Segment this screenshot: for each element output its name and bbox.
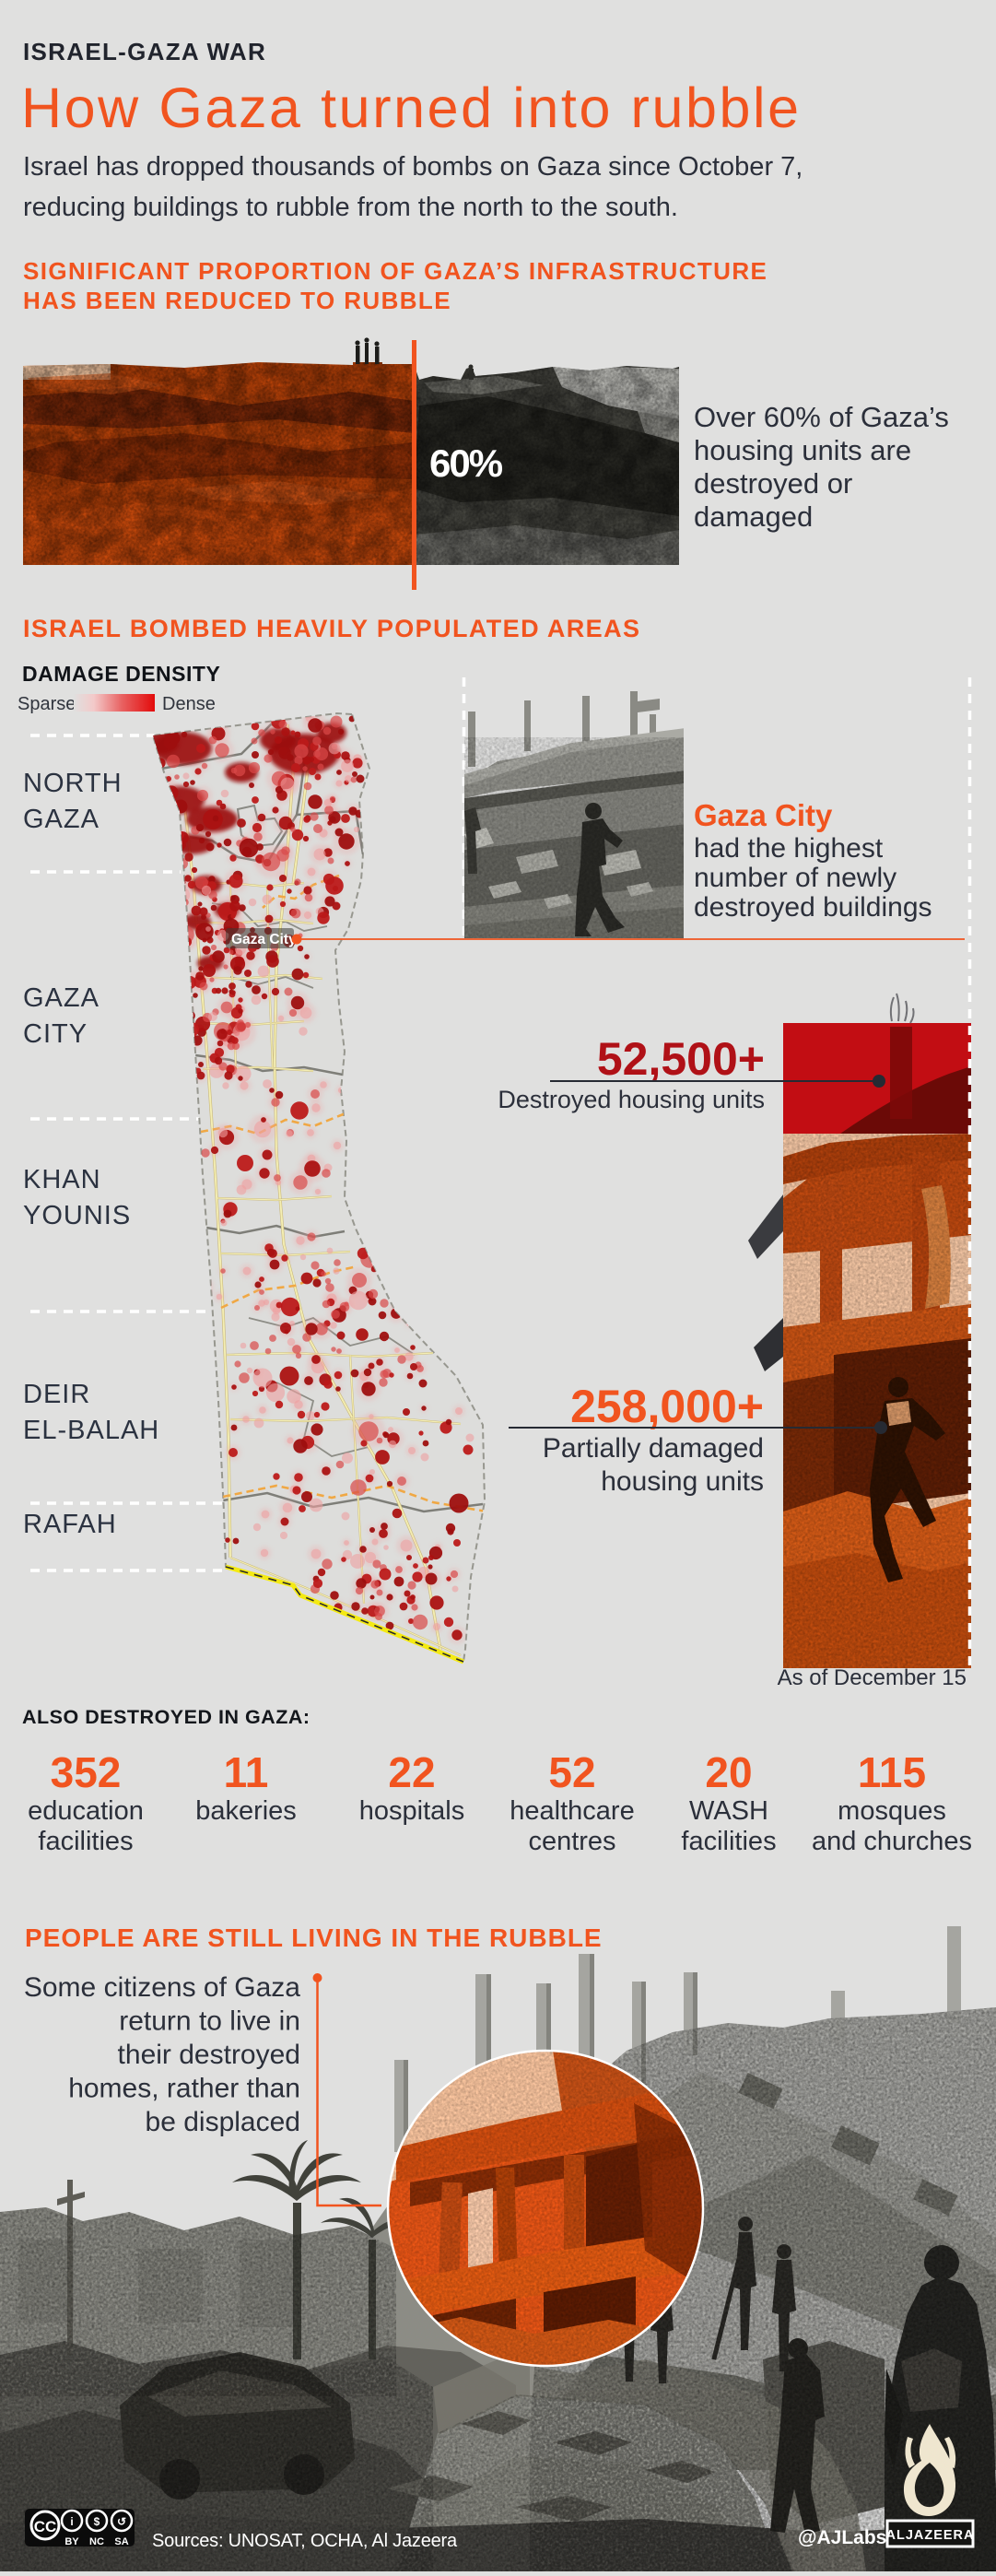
svg-text:housing units: housing units [601,1466,764,1497]
svg-text:destroyed buildings: destroyed buildings [694,892,932,923]
svg-text:mosques: mosques [838,1796,946,1826]
svg-text:20: 20 [705,1748,752,1796]
svg-text:RAFAH: RAFAH [23,1510,117,1539]
svg-text:Over 60% of Gaza’s: Over 60% of Gaza’s [694,401,949,433]
svg-text:be displaced: be displaced [146,2107,300,2137]
svg-text:damaged: damaged [694,500,813,533]
svg-text:and churches: and churches [812,1827,972,1856]
svg-text:60%: 60% [429,441,503,485]
svg-text:their destroyed: their destroyed [118,2040,300,2070]
svg-text:258,000+: 258,000+ [570,1381,764,1432]
svg-text:return to live in: return to live in [119,2006,300,2037]
svg-text:52,500+: 52,500+ [597,1033,765,1085]
svg-text:housing units are: housing units are [694,434,911,466]
svg-text:KHAN: KHAN [23,1165,101,1194]
svg-text:@AJLabs: @AJLabs [798,2527,886,2548]
svg-text:facilities: facilities [681,1827,776,1856]
svg-text:115: 115 [858,1748,926,1796]
svg-text:NC: NC [89,2536,104,2547]
svg-text:Gaza City: Gaza City [694,798,833,832]
svg-text:52: 52 [548,1748,595,1796]
svg-text:education: education [28,1796,144,1826]
svg-text:Israel has dropped thousands o: Israel has dropped thousands of bombs on… [23,152,803,182]
svg-text:BY: BY [64,2536,79,2547]
svg-text:EL-BALAH: EL-BALAH [23,1416,159,1445]
svg-text:WASH: WASH [689,1796,768,1826]
svg-text:11: 11 [224,1748,269,1796]
svg-text:i: i [70,2515,73,2528]
svg-text:Dense: Dense [162,694,216,714]
svg-text:Sources: UNOSAT, OCHA, Al Jaze: Sources: UNOSAT, OCHA, Al Jazeera [152,2531,458,2551]
svg-text:Some citizens of Gaza: Some citizens of Gaza [24,1972,300,2003]
svg-text:Partially damaged: Partially damaged [543,1433,764,1464]
svg-text:ALJAZEERA: ALJAZEERA [885,2528,974,2543]
svg-text:ISRAEL-GAZA WAR: ISRAEL-GAZA WAR [23,38,266,65]
svg-text:number of newly: number of newly [694,863,896,893]
svg-text:centres: centres [528,1827,615,1856]
svg-text:bakeries: bakeries [195,1796,297,1826]
svg-text:HAS BEEN REDUCED TO RUBBLE: HAS BEEN REDUCED TO RUBBLE [23,287,451,314]
svg-text:How Gaza turned into rubble: How Gaza turned into rubble [21,76,802,139]
svg-text:facilities: facilities [38,1827,133,1856]
svg-text:GAZA: GAZA [23,983,100,1013]
svg-text:healthcare: healthcare [510,1796,634,1826]
svg-text:PEOPLE ARE STILL LIVING IN THE: PEOPLE ARE STILL LIVING IN THE RUBBLE [25,1923,603,1952]
svg-text:DEIR: DEIR [23,1380,90,1409]
svg-text:As of December 15: As of December 15 [778,1665,967,1690]
svg-text:ISRAEL BOMBED HEAVILY POPULATE: ISRAEL BOMBED HEAVILY POPULATED AREAS [23,615,640,642]
svg-text:destroyed or: destroyed or [694,467,852,500]
svg-text:homes, rather than: homes, rather than [68,2074,300,2104]
svg-text:NORTH: NORTH [23,769,123,798]
svg-text:reducing buildings to rubble f: reducing buildings to rubble from the no… [23,193,678,222]
svg-text:GAZA: GAZA [23,805,100,834]
svg-text:hospitals: hospitals [359,1796,464,1826]
svg-text:Gaza City: Gaza City [231,932,297,947]
svg-text:ALSO DESTROYED IN GAZA:: ALSO DESTROYED IN GAZA: [22,1706,311,1728]
svg-text:DAMAGE DENSITY: DAMAGE DENSITY [22,662,220,686]
svg-text:Destroyed housing units: Destroyed housing units [498,1086,765,1113]
svg-text:22: 22 [388,1748,435,1796]
svg-text:352: 352 [51,1748,122,1796]
svg-text:CC: CC [34,2518,57,2535]
svg-text:YOUNIS: YOUNIS [23,1201,131,1230]
svg-text:SIGNIFICANT PROPORTION OF GAZA: SIGNIFICANT PROPORTION OF GAZA’S INFRAST… [23,257,768,285]
svg-text:↺: ↺ [117,2515,126,2528]
svg-text:Sparse: Sparse [18,694,76,714]
svg-text:$: $ [94,2515,100,2528]
svg-text:CITY: CITY [23,1019,88,1049]
svg-text:SA: SA [114,2536,128,2547]
svg-text:had the highest: had the highest [694,833,884,864]
